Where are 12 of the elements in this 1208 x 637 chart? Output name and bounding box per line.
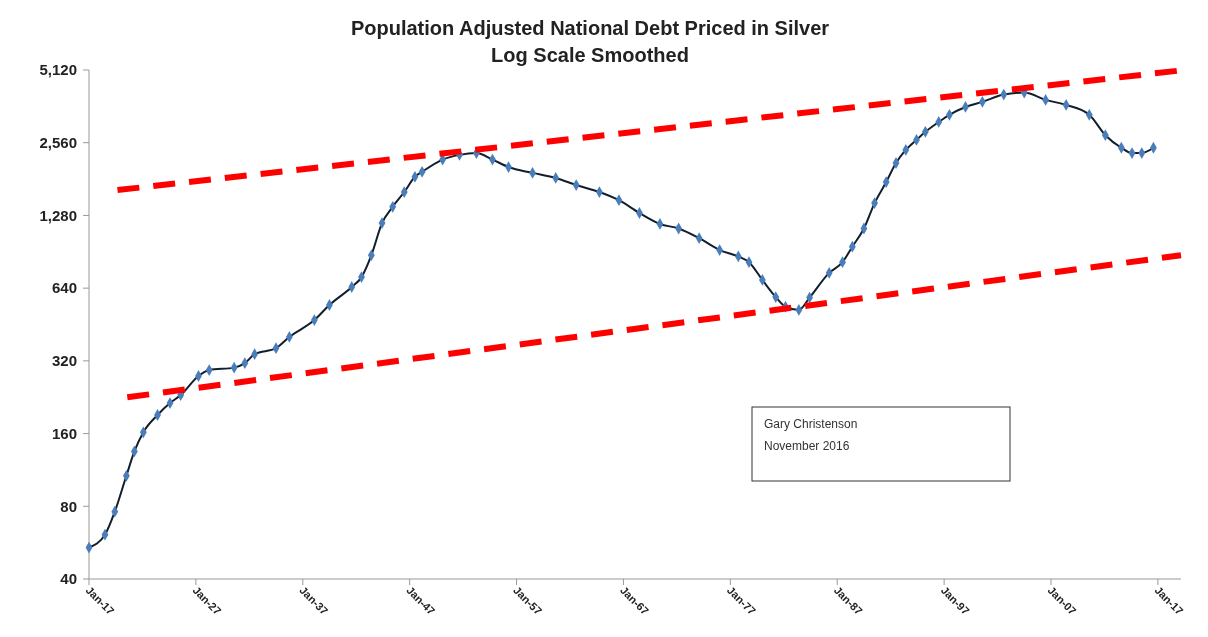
y-tick-label: 80 xyxy=(60,497,77,515)
y-tick-label: 160 xyxy=(51,424,77,442)
y-tick-label: 5,120 xyxy=(39,61,77,79)
chart-subtitle: Log Scale Smoothed xyxy=(491,44,689,66)
chart-title: Population Adjusted National Debt Priced in Silver xyxy=(350,17,830,39)
annotation: November 2016 xyxy=(764,439,850,453)
y-tick-label: 2,560 xyxy=(39,133,77,151)
annotation: Gary Christenson xyxy=(764,417,858,431)
y-tick-label: 640 xyxy=(51,279,77,297)
y-tick-label: 1,280 xyxy=(39,206,77,224)
y-tick-label: 40 xyxy=(60,570,77,588)
y-tick-label: 320 xyxy=(51,352,77,370)
